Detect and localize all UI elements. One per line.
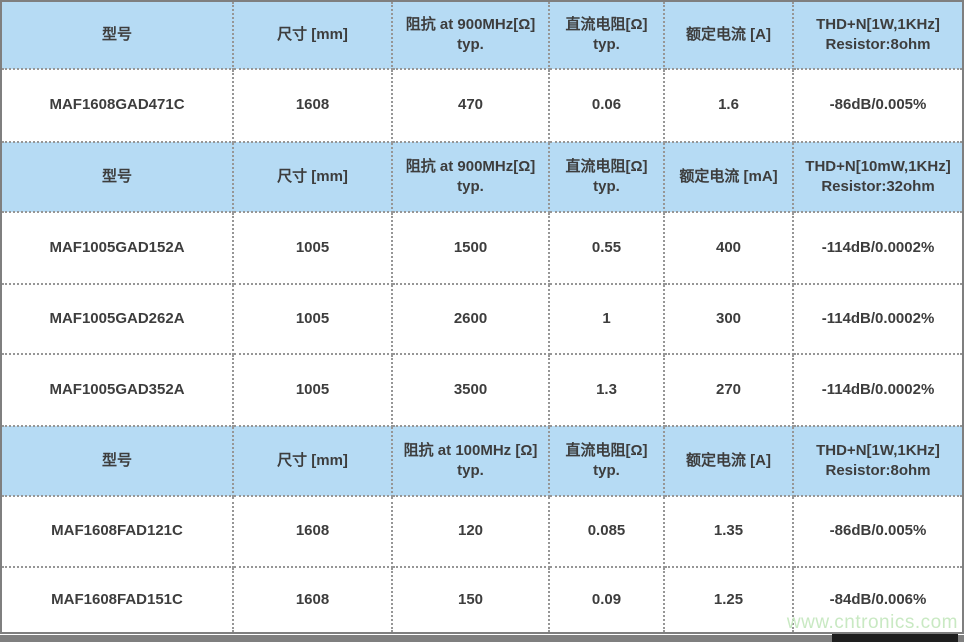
size-header: 尺寸 [mm]: [232, 141, 393, 213]
impedance-cell: 120: [391, 495, 550, 568]
data-row: MAF1005GAD152A 1005 1500 0.55 400 -114dB…: [0, 211, 964, 285]
rated-current-cell: 1.25: [663, 566, 794, 634]
impedance-cell: 150: [391, 566, 550, 634]
thd-cell: -84dB/0.006%: [792, 566, 964, 634]
model-cell: MAF1608FAD121C: [0, 495, 234, 568]
dc-resistance-cell: 0.085: [548, 495, 665, 568]
model-cell: MAF1005GAD152A: [0, 211, 234, 285]
data-row: MAF1608FAD151C 1608 150 0.09 1.25 -84dB/…: [0, 566, 964, 634]
impedance-header: 阻抗 at 100MHz [Ω] typ.: [391, 425, 550, 497]
thd-header: THD+N[1W,1KHz] Resistor:8ohm: [792, 0, 964, 70]
rated-current-cell: 1.6: [663, 68, 794, 143]
model-header: 型号: [0, 425, 234, 497]
thd-cell: -86dB/0.005%: [792, 495, 964, 568]
model-cell: MAF1608FAD151C: [0, 566, 234, 634]
dc-resistance-cell: 1.3: [548, 353, 665, 427]
dc-resistance-header: 直流电阻[Ω] typ.: [548, 0, 665, 70]
size-cell: 1005: [232, 353, 393, 427]
rated-current-cell: 300: [663, 283, 794, 355]
bottom-bar: [0, 635, 964, 642]
size-header: 尺寸 [mm]: [232, 425, 393, 497]
thd-header: THD+N[1W,1KHz] Resistor:8ohm: [792, 425, 964, 497]
header-row: 型号 尺寸 [mm] 阻抗 at 900MHz[Ω] typ. 直流电阻[Ω] …: [0, 0, 964, 70]
model-cell: MAF1005GAD352A: [0, 353, 234, 427]
size-cell: 1608: [232, 68, 393, 143]
size-cell: 1005: [232, 283, 393, 355]
dc-resistance-cell: 0.55: [548, 211, 665, 285]
data-row: MAF1005GAD352A 1005 3500 1.3 270 -114dB/…: [0, 353, 964, 427]
dc-resistance-cell: 1: [548, 283, 665, 355]
thd-cell: -114dB/0.0002%: [792, 211, 964, 285]
rated-current-header: 额定电流 [mA]: [663, 141, 794, 213]
data-row: MAF1005GAD262A 1005 2600 1 300 -114dB/0.…: [0, 283, 964, 355]
rated-current-cell: 270: [663, 353, 794, 427]
data-row: MAF1608GAD471C 1608 470 0.06 1.6 -86dB/0…: [0, 68, 964, 143]
thd-header: THD+N[10mW,1KHz]Resistor:32ohm: [792, 141, 964, 213]
rated-current-cell: 1.35: [663, 495, 794, 568]
thd-cell: -114dB/0.0002%: [792, 353, 964, 427]
data-row: MAF1608FAD121C 1608 120 0.085 1.35 -86dB…: [0, 495, 964, 568]
dc-resistance-cell: 0.06: [548, 68, 665, 143]
size-header: 尺寸 [mm]: [232, 0, 393, 70]
impedance-header: 阻抗 at 900MHz[Ω] typ.: [391, 141, 550, 213]
size-cell: 1608: [232, 495, 393, 568]
header-row: 型号 尺寸 [mm] 阻抗 at 900MHz[Ω] typ. 直流电阻[Ω] …: [0, 141, 964, 213]
impedance-cell: 470: [391, 68, 550, 143]
watermark-text: www.cntronics.com: [786, 612, 958, 633]
model-header: 型号: [0, 0, 234, 70]
header-row: 型号 尺寸 [mm] 阻抗 at 100MHz [Ω] typ. 直流电阻[Ω]…: [0, 425, 964, 497]
impedance-cell: 3500: [391, 353, 550, 427]
rated-current-header: 额定电流 [A]: [663, 0, 794, 70]
thd-cell: -114dB/0.0002%: [792, 283, 964, 355]
impedance-cell: 1500: [391, 211, 550, 285]
model-cell: MAF1005GAD262A: [0, 283, 234, 355]
dc-resistance-header: 直流电阻[Ω] typ.: [548, 425, 665, 497]
dc-resistance-header: 直流电阻[Ω] typ.: [548, 141, 665, 213]
model-header: 型号: [0, 141, 234, 213]
impedance-cell: 2600: [391, 283, 550, 355]
size-cell: 1608: [232, 566, 393, 634]
size-cell: 1005: [232, 211, 393, 285]
bottom-bar-dark-segment: [832, 634, 958, 642]
rated-current-cell: 400: [663, 211, 794, 285]
rated-current-header: 额定电流 [A]: [663, 425, 794, 497]
impedance-header: 阻抗 at 900MHz[Ω] typ.: [391, 0, 550, 70]
thd-cell: -86dB/0.005%: [792, 68, 964, 143]
dc-resistance-cell: 0.09: [548, 566, 665, 634]
model-cell: MAF1608GAD471C: [0, 68, 234, 143]
